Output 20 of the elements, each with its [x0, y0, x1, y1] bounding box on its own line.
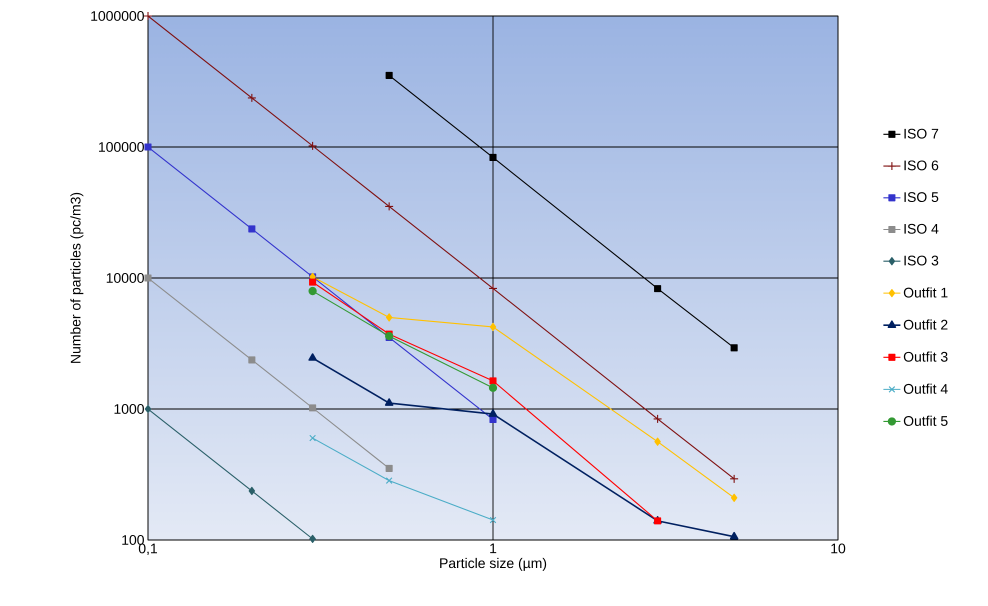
y-tick-label: 1000: [114, 404, 144, 414]
legend-label: ISO 5: [904, 192, 938, 202]
x-tick-label: 10: [831, 544, 846, 554]
x-tick-label: 0,1: [138, 544, 158, 556]
legend-label: Outfit 2: [904, 319, 948, 330]
y-tick-label: 100: [122, 535, 144, 545]
y-tick-label: 100000: [99, 142, 144, 152]
legend-label: ISO 3: [904, 256, 938, 266]
x-axis-title: Particle size (µm): [440, 558, 546, 571]
legend-label: Outfit 3: [904, 351, 948, 362]
legend-label: Outfit 1: [904, 287, 948, 298]
legend-label: Outfit 4: [904, 384, 948, 394]
y-tick-label: 10000: [106, 273, 144, 283]
x-tick-label: 1: [490, 544, 496, 554]
y-axis-title: Number of particles (pc/m3): [70, 192, 84, 363]
legend-label: Outfit 5: [904, 416, 948, 426]
legend-label: ISO 7: [904, 128, 938, 139]
legend-label: ISO 4: [904, 224, 938, 234]
y-tick-label: 1000000: [91, 11, 144, 21]
legend-label: ISO 6: [904, 160, 938, 170]
